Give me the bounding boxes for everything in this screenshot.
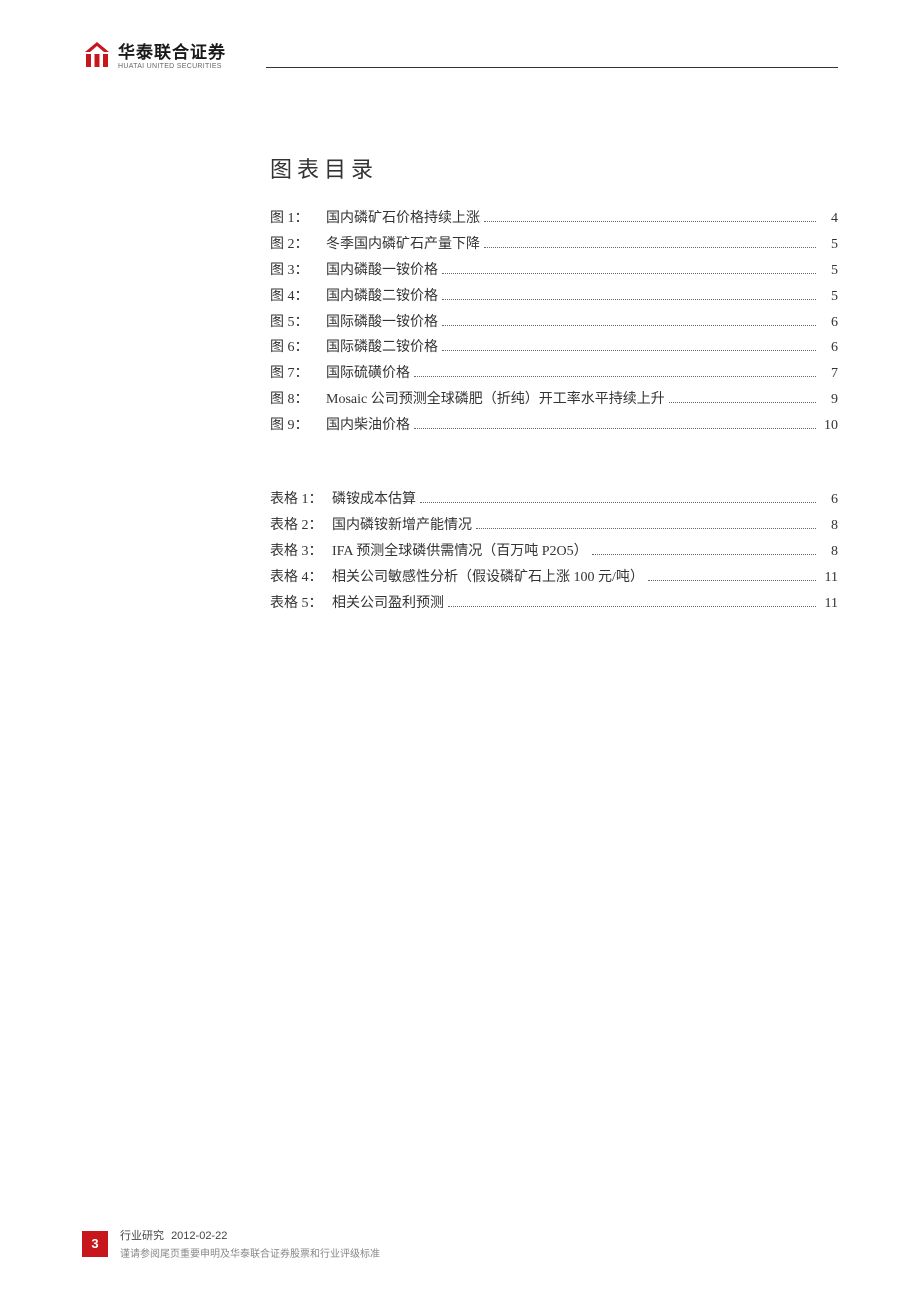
toc-title: 相关公司盈利预测 xyxy=(332,591,444,617)
toc-title: 国内柴油价格 xyxy=(326,413,410,439)
toc-heading: 图表目录 xyxy=(270,152,838,184)
toc-figure-row: 图 6：国际磷酸二铵价格 6 xyxy=(270,335,838,361)
toc-dots xyxy=(484,221,816,222)
page-header: 华泰联合证券 HUATAI UNITED SECURITIES xyxy=(82,38,838,70)
toc-title: IFA 预测全球磷供需情况（百万吨 P2O5） xyxy=(332,539,588,565)
toc-figure-row: 图 4：国内磷酸二铵价格 5 xyxy=(270,284,838,310)
toc-dots xyxy=(442,325,816,326)
toc-page: 10 xyxy=(820,413,838,439)
toc-page: 5 xyxy=(820,258,838,284)
toc-dots xyxy=(442,350,816,351)
brand-text: 华泰联合证券 HUATAI UNITED SECURITIES xyxy=(118,38,226,70)
toc-label: 图 2： xyxy=(270,232,326,258)
toc-table-row: 表格 2：国内磷铵新增产能情况 8 xyxy=(270,513,838,539)
toc-figure-row: 图 2：冬季国内磷矿石产量下降 5 xyxy=(270,232,838,258)
toc-page: 9 xyxy=(820,387,838,413)
toc-dots xyxy=(420,502,816,503)
toc-label: 表格 1： xyxy=(270,487,332,513)
toc-dots xyxy=(669,402,816,403)
toc-table-row: 表格 1：磷铵成本估算 6 xyxy=(270,487,838,513)
toc-table-row: 表格 3：IFA 预测全球磷供需情况（百万吨 P2O5） 8 xyxy=(270,539,838,565)
toc-page: 6 xyxy=(820,487,838,513)
toc-page: 11 xyxy=(820,591,838,617)
toc-figure-row: 图 1：国内磷矿石价格持续上涨 4 xyxy=(270,206,838,232)
toc-title: 国际磷酸二铵价格 xyxy=(326,335,438,361)
brand-name-cn: 华泰联合证券 xyxy=(118,38,226,63)
toc-label: 图 1： xyxy=(270,206,326,232)
toc-dots xyxy=(476,528,816,529)
toc-label: 图 7： xyxy=(270,361,326,387)
toc-figure-row: 图 7：国际硫磺价格 7 xyxy=(270,361,838,387)
toc-figures: 图 1：国内磷矿石价格持续上涨4 图 2：冬季国内磷矿石产量下降5 图 3：国内… xyxy=(270,206,838,439)
toc-title: 国际硫磺价格 xyxy=(326,361,410,387)
toc-table-row: 表格 4：相关公司敏感性分析（假设磷矿石上涨 100 元/吨） 11 xyxy=(270,565,838,591)
toc-figure-row: 图 5：国际磷酸一铵价格 6 xyxy=(270,310,838,336)
toc-dots xyxy=(414,376,816,377)
toc-page: 5 xyxy=(820,232,838,258)
footer-category-line: 行业研究 2012-02-22 xyxy=(120,1227,380,1243)
toc-label: 图 6： xyxy=(270,335,326,361)
toc-dots xyxy=(414,428,816,429)
toc-page: 8 xyxy=(820,513,838,539)
page-footer: 3 行业研究 2012-02-22 谨请参阅尾页重要申明及华泰联合证券股票和行业… xyxy=(82,1227,380,1260)
footer-date: 2012-02-22 xyxy=(171,1230,227,1242)
toc-figure-row: 图 8：Mosaic 公司预测全球磷肥（折纯）开工率水平持续上升 9 xyxy=(270,387,838,413)
toc-label: 图 4： xyxy=(270,284,326,310)
header-rule xyxy=(266,67,838,68)
toc-page: 7 xyxy=(820,361,838,387)
toc-page: 8 xyxy=(820,539,838,565)
toc-label: 表格 4： xyxy=(270,565,332,591)
toc-label: 表格 5： xyxy=(270,591,332,617)
toc-title: Mosaic 公司预测全球磷肥（折纯）开工率水平持续上升 xyxy=(326,387,665,413)
toc-table-row: 表格 5：相关公司盈利预测 11 xyxy=(270,591,838,617)
toc-dots xyxy=(648,580,816,581)
toc-label: 图 9： xyxy=(270,413,326,439)
toc-dots xyxy=(448,606,816,607)
toc-title: 磷铵成本估算 xyxy=(332,487,416,513)
toc-figure-row: 图 9：国内柴油价格 10 xyxy=(270,413,838,439)
toc-label: 图 8： xyxy=(270,387,326,413)
toc-title: 国内磷铵新增产能情况 xyxy=(332,513,472,539)
footer-category: 行业研究 xyxy=(120,1230,164,1242)
toc-label: 表格 2： xyxy=(270,513,332,539)
toc-page: 4 xyxy=(820,206,838,232)
toc-title: 国内磷酸二铵价格 xyxy=(326,284,438,310)
toc-page: 6 xyxy=(820,310,838,336)
content-area: 图表目录 图 1：国内磷矿石价格持续上涨 4 图 2：冬季国内磷矿石产量下降 5 图… xyxy=(270,152,838,664)
toc-title: 国内磷矿石价格持续上涨 xyxy=(326,206,480,232)
toc-dots xyxy=(442,299,816,300)
toc-page: 5 xyxy=(820,284,838,310)
footer-disclaimer: 谨请参阅尾页重要申明及华泰联合证券股票和行业评级标准 xyxy=(120,1245,380,1260)
brand-name-en: HUATAI UNITED SECURITIES xyxy=(118,63,226,70)
toc-title: 国内磷酸一铵价格 xyxy=(326,258,438,284)
logo-icon xyxy=(82,40,112,68)
toc-title: 相关公司敏感性分析（假设磷矿石上涨 100 元/吨） xyxy=(332,565,644,591)
toc-label: 图 5： xyxy=(270,310,326,336)
toc-title: 冬季国内磷矿石产量下降 xyxy=(326,232,480,258)
toc-dots xyxy=(442,273,816,274)
toc-label: 表格 3： xyxy=(270,539,332,565)
toc-page: 11 xyxy=(820,565,838,591)
page-number-badge: 3 xyxy=(82,1231,108,1257)
toc-title: 国际磷酸一铵价格 xyxy=(326,310,438,336)
brand-logo: 华泰联合证券 HUATAI UNITED SECURITIES xyxy=(82,38,226,70)
toc-figure-row: 图 3：国内磷酸一铵价格 5 xyxy=(270,258,838,284)
toc-tables: 表格 1：磷铵成本估算 6 表格 2：国内磷铵新增产能情况 8 表格 3：IFA 预… xyxy=(270,487,838,616)
toc-dots xyxy=(484,247,816,248)
toc-dots xyxy=(592,554,816,555)
toc-label: 图 3： xyxy=(270,258,326,284)
footer-text: 行业研究 2012-02-22 谨请参阅尾页重要申明及华泰联合证券股票和行业评级… xyxy=(120,1227,380,1260)
toc-page: 6 xyxy=(820,335,838,361)
